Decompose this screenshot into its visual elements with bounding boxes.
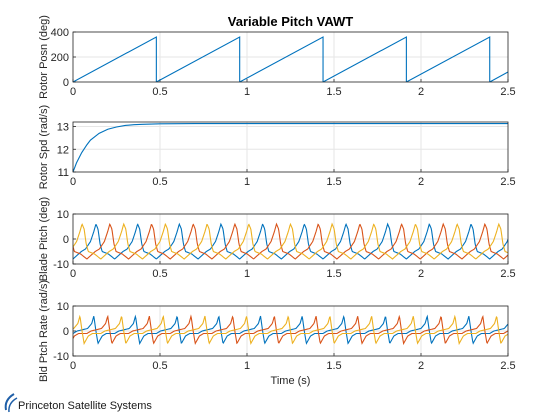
- x-tick-label: 2: [418, 176, 424, 188]
- x-tick-label: 2.5: [500, 86, 515, 98]
- x-tick-label: 1: [244, 176, 250, 188]
- x-tick-label: 2.5: [500, 360, 515, 372]
- x-tick-label: 0: [70, 360, 76, 372]
- y-axis-label: Rotor Posn (deg): [38, 15, 50, 99]
- y-tick-label: -10: [53, 351, 69, 363]
- x-tick-label: 1: [244, 86, 250, 98]
- y-tick-label: 200: [51, 52, 69, 64]
- x-axis-label: Time (s): [271, 375, 311, 387]
- x-tick-label: 0.5: [152, 86, 167, 98]
- y-tick-label: 11: [58, 167, 69, 179]
- x-tick-label: 0: [70, 86, 76, 98]
- x-tick-label: 2: [418, 268, 424, 280]
- y-tick-label: -10: [53, 259, 69, 271]
- x-tick-label: 1.5: [326, 86, 341, 98]
- x-tick-label: 1.5: [326, 268, 341, 280]
- x-tick-label: 1.5: [326, 360, 341, 372]
- x-tick-label: 2.5: [500, 268, 515, 280]
- x-tick-label: 2.5: [500, 176, 515, 188]
- y-tick-label: 0: [63, 77, 69, 89]
- y-axis-label: Blade Pitch (deg): [38, 197, 50, 281]
- y-tick-label: 13: [57, 122, 69, 134]
- logo-text: Princeton Satellite Systems: [18, 400, 152, 412]
- x-tick-label: 0.5: [152, 176, 167, 188]
- x-tick-label: 2: [418, 86, 424, 98]
- x-tick-label: 2: [418, 360, 424, 372]
- x-tick-label: 1.5: [326, 176, 341, 188]
- x-tick-label: 0: [70, 268, 76, 280]
- axes-2-background: [73, 122, 508, 172]
- x-tick-label: 0.5: [152, 360, 167, 372]
- x-tick-label: 0: [70, 176, 76, 188]
- y-tick-label: 400: [51, 27, 69, 39]
- y-tick-label: 10: [57, 209, 69, 221]
- chart-title: Variable Pitch VAWT: [228, 14, 354, 29]
- y-tick-label: 0: [63, 326, 69, 338]
- x-tick-label: 1: [244, 268, 250, 280]
- x-tick-label: 1: [244, 360, 250, 372]
- y-tick-label: 0: [63, 234, 69, 246]
- y-tick-label: 12: [57, 144, 69, 156]
- x-tick-label: 0.5: [152, 268, 167, 280]
- y-tick-label: 10: [57, 301, 69, 313]
- y-axis-label: Bld Ptch Rate (rad/s): [38, 280, 50, 382]
- y-axis-label: Rotor Spd (rad/s): [38, 105, 50, 189]
